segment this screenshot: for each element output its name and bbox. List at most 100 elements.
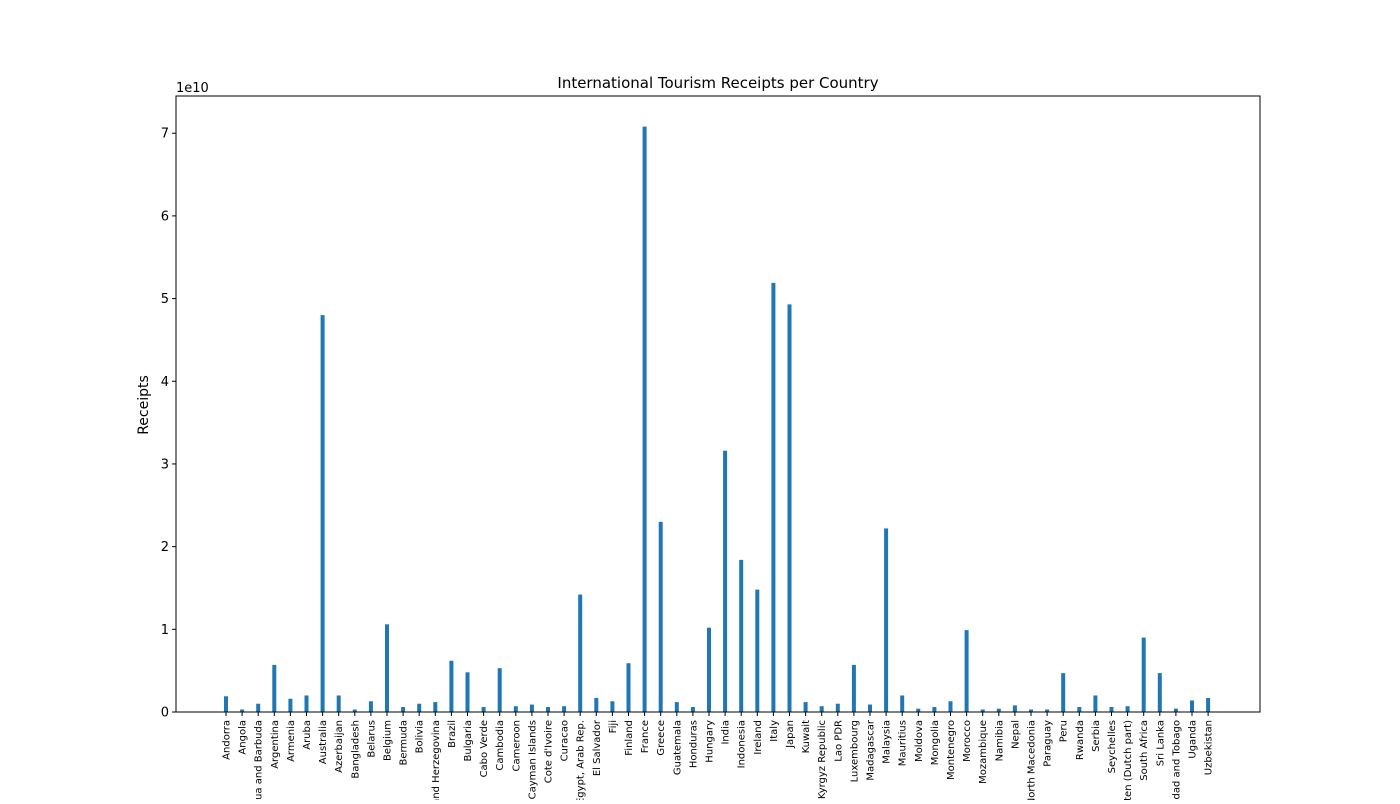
y-tick-label: 1 <box>161 623 169 638</box>
x-tick-label: Kyrgyz Republic <box>817 720 828 799</box>
x-tick-label: El Salvador <box>592 719 603 776</box>
bar <box>481 707 486 712</box>
x-tick-label: Sint Maarten (Dutch part) <box>1123 720 1134 800</box>
x-tick-label: Paraguay <box>1043 720 1054 767</box>
bar <box>497 668 502 712</box>
bar <box>433 702 438 712</box>
x-tick-label: Sri Lanka <box>1155 720 1166 766</box>
bar <box>835 703 840 712</box>
x-tick-label: Montenegro <box>946 720 957 780</box>
bar <box>851 664 856 712</box>
bar <box>529 704 534 712</box>
bar <box>610 701 615 712</box>
x-tick-label: Australia <box>318 720 329 764</box>
bar <box>256 703 261 712</box>
x-tick-label: Greece <box>656 720 667 756</box>
bar <box>304 695 309 712</box>
y-axis-label: Receipts <box>136 375 152 435</box>
bar <box>272 664 277 712</box>
x-tick-label: Japan <box>785 720 796 749</box>
x-tick-label: Mauritius <box>898 720 909 766</box>
bar <box>1173 708 1178 712</box>
bars <box>224 126 1211 713</box>
bar <box>1109 707 1114 712</box>
y-tick-label: 3 <box>161 457 169 472</box>
x-tick-label: Antigua and Barbuda <box>254 720 265 800</box>
bar <box>578 594 583 712</box>
y-tick-label: 2 <box>161 540 169 555</box>
x-tick-label: India <box>721 720 732 745</box>
bar <box>674 702 679 712</box>
x-tick-label: Cambodia <box>495 720 506 771</box>
x-tick-label: Serbia <box>1091 720 1102 752</box>
x-tick-label: Cameroon <box>511 720 522 771</box>
x-tick-label: Hungary <box>705 720 716 763</box>
plot-frame <box>175 95 1261 713</box>
bar <box>916 708 921 712</box>
x-tick-label: Peru <box>1059 720 1070 742</box>
x-tick-label: Cote d'Ivoire <box>544 720 555 783</box>
x-tick-label: Curacao <box>560 720 571 761</box>
bar <box>900 695 905 712</box>
bar <box>1077 707 1082 712</box>
bar <box>336 695 341 712</box>
bar <box>288 698 293 712</box>
bar <box>739 559 744 712</box>
bar <box>224 696 228 712</box>
x-tick-label: Bangladesh <box>350 720 361 779</box>
x-tick-label: Finland <box>624 720 635 756</box>
bar <box>884 528 889 712</box>
bar <box>787 304 792 712</box>
y-tick-label: 0 <box>161 706 169 721</box>
bar <box>658 521 663 712</box>
y-axis-ticks: 0 1 2 3 4 5 6 7 <box>161 127 176 721</box>
bar <box>868 704 872 712</box>
y-tick-label: 7 <box>161 127 169 142</box>
bar <box>1190 700 1194 712</box>
bar <box>819 706 824 712</box>
bar <box>401 707 406 712</box>
y-tick-label: 6 <box>161 209 169 224</box>
x-tick-label: Malaysia <box>882 720 893 764</box>
bar <box>723 450 728 712</box>
x-tick-label: Mozambique <box>978 720 989 784</box>
bar <box>1125 706 1130 712</box>
bar <box>1206 697 1211 712</box>
bar <box>964 630 969 712</box>
bar <box>385 624 389 712</box>
x-tick-label: Rwanda <box>1075 720 1086 760</box>
y-axis-offset-label: 1e10 <box>176 81 209 96</box>
bar <box>642 126 647 713</box>
x-tick-label: France <box>640 720 651 753</box>
x-tick-label: Bosnia and Herzegovina <box>431 720 442 800</box>
bar <box>980 709 985 712</box>
bar <box>1141 637 1146 712</box>
bar <box>417 703 422 712</box>
x-tick-label: Bermuda <box>399 720 410 766</box>
x-tick-label: Madagascar <box>866 719 877 781</box>
bar <box>1061 673 1066 712</box>
bar <box>352 709 357 712</box>
bar <box>1093 695 1098 712</box>
x-tick-label: Kuwait <box>801 720 812 753</box>
x-tick-label: Italy <box>769 720 780 742</box>
x-tick-label: Bulgaria <box>463 720 474 761</box>
bar <box>465 672 470 712</box>
x-tick-label: Egypt, Arab Rep. <box>576 720 587 800</box>
x-tick-label: Brazil <box>447 720 458 748</box>
x-tick-label: Cayman Islands <box>527 720 538 799</box>
bar <box>626 663 631 712</box>
bar <box>368 701 373 712</box>
bar <box>562 706 567 712</box>
bar <box>320 315 325 712</box>
x-tick-label: Nepal <box>1010 720 1021 749</box>
x-tick-label: Mongolia <box>930 720 941 765</box>
x-tick-label: Lao PDR <box>833 720 844 762</box>
x-tick-label: North Macedonia <box>1027 720 1038 800</box>
bar <box>1157 673 1162 712</box>
bar <box>594 697 599 712</box>
bar <box>755 589 760 712</box>
y-tick-label: 4 <box>161 375 169 390</box>
